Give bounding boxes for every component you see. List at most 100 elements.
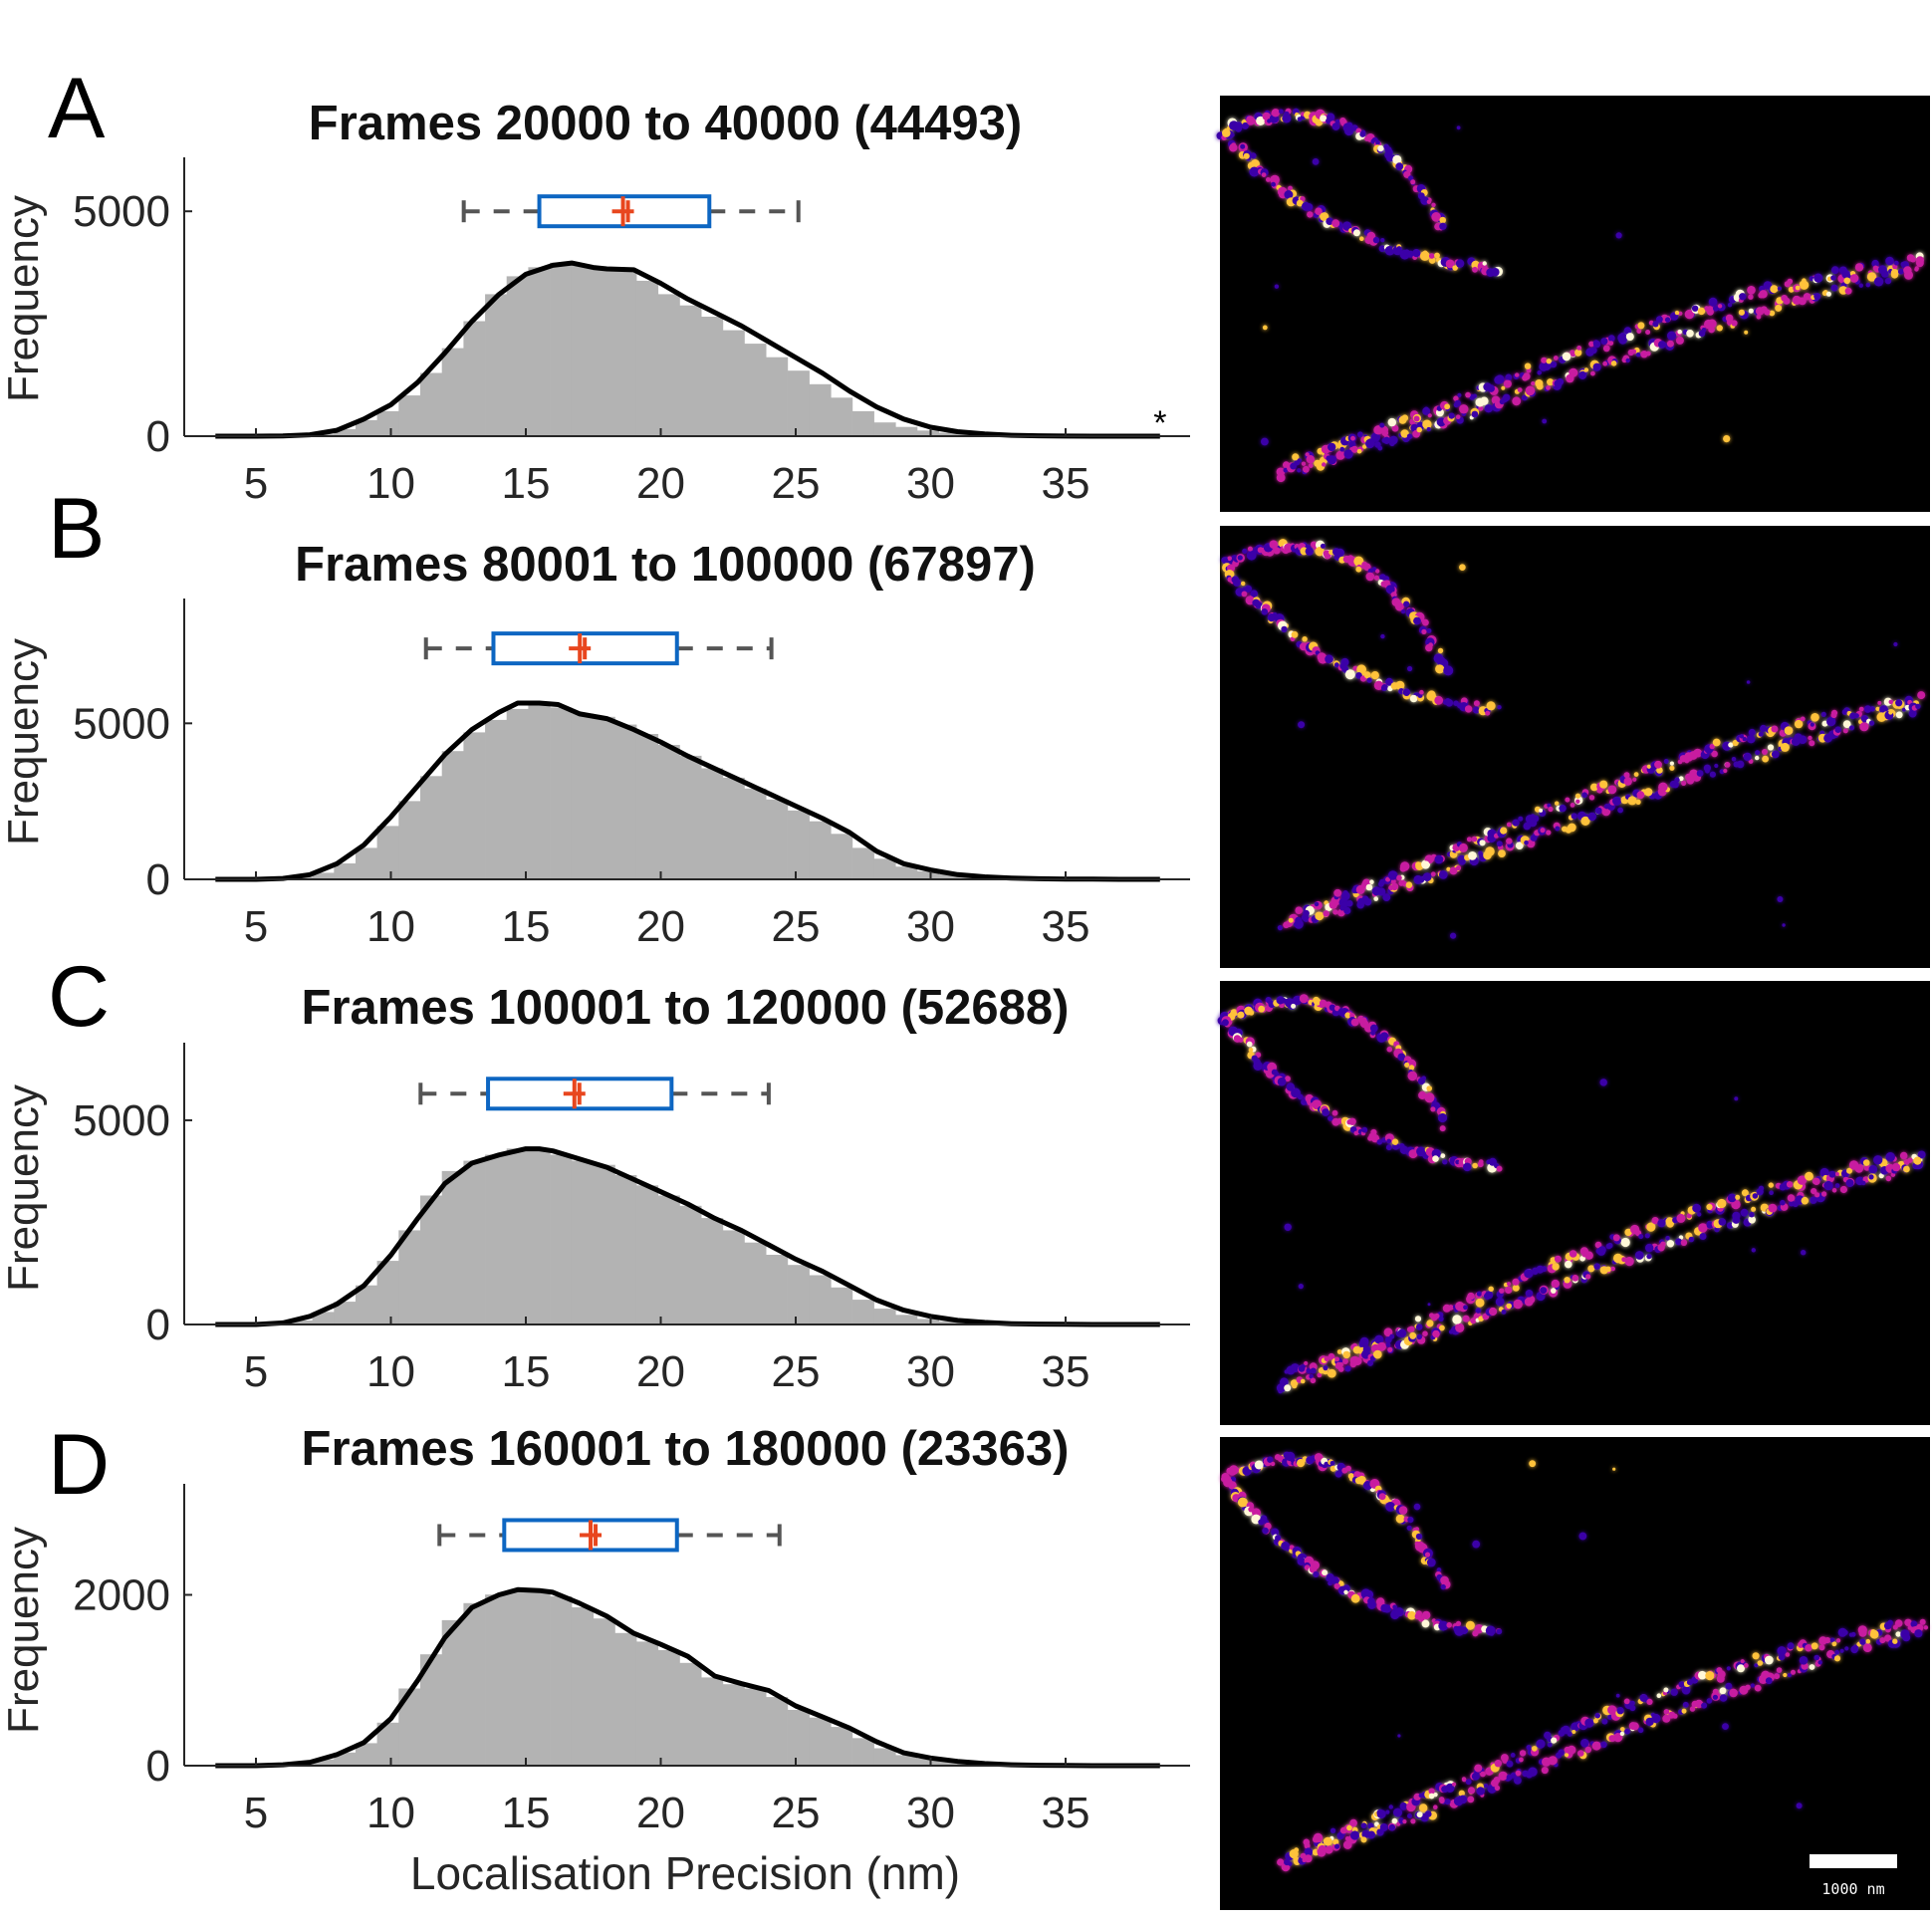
filament-spot bbox=[1544, 1731, 1552, 1740]
histogram-bar bbox=[744, 344, 767, 437]
filament-spot bbox=[1297, 1459, 1306, 1468]
filament-spot bbox=[1382, 436, 1391, 444]
filament-spot bbox=[1709, 743, 1715, 750]
filament-spot bbox=[1662, 342, 1667, 347]
filament-spot bbox=[1417, 875, 1425, 883]
histogram-bar bbox=[809, 1717, 832, 1767]
filament-spot bbox=[1850, 1645, 1858, 1654]
filament-spot bbox=[1298, 1364, 1306, 1372]
filament-spot bbox=[1475, 1308, 1482, 1314]
filament-spot bbox=[1788, 286, 1795, 293]
filament-spot bbox=[1903, 266, 1912, 275]
filament-spot bbox=[1805, 1644, 1812, 1652]
filament-spot bbox=[1408, 175, 1414, 181]
filament-spot bbox=[1754, 1663, 1759, 1668]
filament-spot bbox=[1885, 1152, 1895, 1162]
filament-spot bbox=[1328, 1580, 1332, 1586]
histogram-bar bbox=[851, 410, 874, 437]
filament-spot bbox=[1353, 1130, 1359, 1136]
filament-spot bbox=[1331, 122, 1340, 130]
filament-spot bbox=[1299, 994, 1309, 1004]
filament-spot bbox=[1916, 259, 1924, 268]
filament-spot bbox=[1691, 305, 1699, 312]
histogram-bar bbox=[528, 267, 551, 437]
filament-spot bbox=[1430, 1106, 1436, 1112]
filament-spot bbox=[1578, 370, 1587, 379]
filament-spot bbox=[1809, 1664, 1815, 1670]
histogram-bar bbox=[765, 1697, 789, 1767]
filament-spot bbox=[1885, 1175, 1892, 1182]
x-tick-label: 10 bbox=[366, 1789, 415, 1837]
filament-spot bbox=[1812, 1177, 1820, 1186]
filament-spot bbox=[1834, 1172, 1839, 1176]
filament-spot bbox=[1459, 404, 1469, 414]
filament-spot bbox=[1692, 1203, 1701, 1213]
filament-spot bbox=[1261, 608, 1269, 615]
filament-spot bbox=[1315, 911, 1325, 921]
filament-spot bbox=[1834, 726, 1841, 733]
filament-spot bbox=[1262, 112, 1271, 120]
filament-spot bbox=[1375, 569, 1380, 574]
filament-spot bbox=[1747, 286, 1756, 295]
filament-spot bbox=[1658, 782, 1668, 792]
filament-spot bbox=[1294, 1847, 1300, 1853]
filament-spot bbox=[1868, 1164, 1878, 1174]
filament-spot bbox=[1448, 1305, 1454, 1311]
filament-spot bbox=[1917, 691, 1926, 700]
x-tick-label: 10 bbox=[366, 902, 415, 951]
filament-spot bbox=[1737, 1664, 1745, 1673]
filament-spot bbox=[1441, 1116, 1446, 1121]
filament-spot bbox=[1835, 1638, 1841, 1643]
filament-spot bbox=[1605, 1243, 1612, 1250]
filament-spot bbox=[1765, 1677, 1773, 1685]
filament-spot bbox=[1711, 750, 1718, 758]
chart-title-a: Frames 20000 to 40000 (44493) bbox=[309, 97, 1022, 150]
filament-spot bbox=[1743, 1663, 1749, 1668]
filament-spot bbox=[1646, 764, 1651, 769]
filament-spot bbox=[1878, 1173, 1884, 1179]
filament-spot bbox=[1385, 1144, 1392, 1151]
filament-spot bbox=[1455, 414, 1461, 420]
background-speckle bbox=[1893, 641, 1898, 647]
filament-spot bbox=[1598, 1246, 1606, 1254]
filament-spot bbox=[1893, 260, 1899, 266]
filament-spot bbox=[1623, 777, 1632, 786]
filament-spot bbox=[1464, 705, 1473, 713]
filament-spot bbox=[1750, 1683, 1755, 1688]
filament-spot bbox=[1667, 331, 1677, 341]
filament-spot bbox=[1431, 202, 1436, 207]
filament-spot bbox=[1862, 1643, 1872, 1652]
filament-spot bbox=[1301, 1098, 1308, 1105]
filament-spot bbox=[1382, 893, 1391, 901]
filament-spot bbox=[1320, 212, 1329, 222]
filament-spot bbox=[1732, 1216, 1741, 1224]
filament-spot bbox=[1439, 1125, 1446, 1132]
filament-spot bbox=[1780, 742, 1790, 752]
filament-spot bbox=[1709, 771, 1716, 778]
filament-spot bbox=[1476, 1787, 1485, 1796]
filament-spot bbox=[1279, 109, 1284, 115]
histogram-bar bbox=[419, 1195, 443, 1325]
filament-spot bbox=[1254, 1460, 1264, 1470]
filament-spot bbox=[1660, 1241, 1666, 1248]
histogram-bar bbox=[657, 1195, 680, 1325]
filament-spot bbox=[1355, 672, 1362, 679]
filament-spot bbox=[1458, 1795, 1468, 1804]
filament-spot bbox=[1433, 1804, 1438, 1809]
background-speckle bbox=[1459, 564, 1466, 571]
filament-spot bbox=[1654, 760, 1662, 769]
filament-spot bbox=[1318, 653, 1328, 664]
filament-spot bbox=[1651, 1217, 1659, 1225]
filament-spot bbox=[1422, 1330, 1428, 1336]
filament-spot bbox=[1297, 458, 1303, 463]
filament-spot bbox=[1375, 139, 1380, 145]
filament-spot bbox=[1656, 767, 1663, 774]
filament-spot bbox=[1519, 1757, 1524, 1763]
filament-spot bbox=[1390, 682, 1399, 690]
filament-spot bbox=[1315, 207, 1323, 215]
filament-spot bbox=[1850, 1631, 1856, 1637]
filament-spot bbox=[1830, 266, 1839, 275]
filament-spot bbox=[1285, 1076, 1291, 1082]
background-speckle bbox=[1529, 1460, 1537, 1468]
filament-spot bbox=[1455, 865, 1462, 871]
